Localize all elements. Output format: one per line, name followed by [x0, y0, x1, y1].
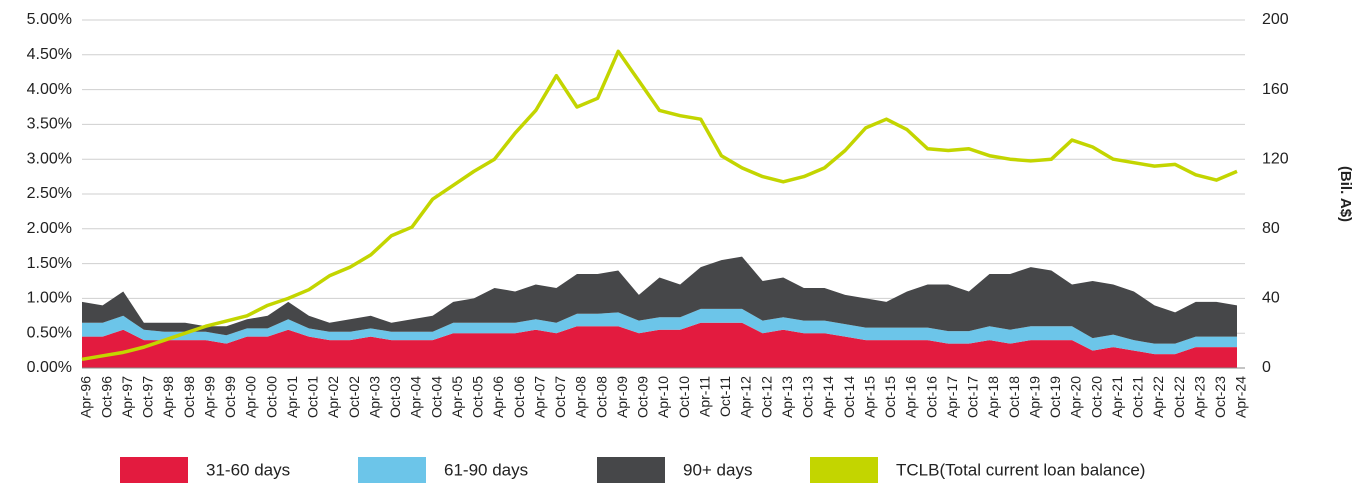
x-tick-label: Apr-09 — [614, 376, 630, 418]
legend-label: 90+ days — [683, 460, 752, 479]
x-tick-label: Oct-14 — [841, 376, 857, 418]
x-tick-label: Apr-17 — [944, 376, 960, 418]
y2-tick-label: 0 — [1262, 359, 1271, 376]
x-tick-label: Oct-08 — [593, 376, 609, 418]
y2-tick-label: 120 — [1262, 150, 1289, 167]
x-tick-label: Apr-13 — [779, 376, 795, 418]
x-tick-label: Apr-21 — [1109, 376, 1125, 418]
x-tick-label: Apr-12 — [738, 376, 754, 418]
y2-axis-label: (Bil. A$) — [1337, 166, 1354, 222]
x-tick-label: Oct-19 — [1047, 376, 1063, 418]
x-tick-label: Apr-04 — [408, 376, 424, 418]
x-tick-label: Apr-11 — [696, 376, 712, 417]
x-tick-label: Apr-98 — [160, 376, 176, 418]
y-tick-label: 2.50% — [27, 185, 72, 202]
grid — [82, 19, 1245, 334]
legend-swatch — [358, 457, 426, 483]
y-tick-label: 3.50% — [27, 116, 72, 133]
y2-tick-label: 200 — [1262, 11, 1289, 28]
x-tick-label: Oct-06 — [511, 376, 527, 418]
legend-label: 61-90 days — [444, 460, 528, 479]
x-tick-label: Apr-08 — [573, 376, 589, 418]
area — [82, 308, 1237, 355]
x-tick-label: Oct-16 — [923, 376, 939, 418]
x-tick-label: Oct-11 — [717, 376, 733, 417]
x-tick-label: Oct-09 — [635, 376, 651, 418]
x-tick-label: Apr-01 — [284, 376, 300, 418]
y-tick-label: 2.00% — [27, 220, 72, 237]
x-tick-label: Apr-02 — [325, 376, 341, 418]
x-tick-label: Oct-13 — [800, 376, 816, 418]
x-tick-label: Oct-10 — [676, 376, 692, 418]
x-tick-label: Oct-00 — [263, 376, 279, 418]
x-tick-label: Apr-24 — [1233, 376, 1249, 418]
y-tick-label: 5.00% — [27, 11, 72, 28]
y-tick-label: 3.00% — [27, 150, 72, 167]
x-tick-label: Apr-15 — [861, 376, 877, 418]
x-tick-label: Oct-20 — [1088, 376, 1104, 418]
x-tick-label: Oct-98 — [181, 376, 197, 418]
x-tick-label: Oct-97 — [140, 376, 156, 418]
x-tick-label: Apr-19 — [1026, 376, 1042, 418]
x-tick-label: Apr-06 — [490, 376, 506, 418]
y-tick-label: 4.50% — [27, 46, 72, 63]
x-tick-label: Apr-14 — [820, 376, 836, 418]
x-tick-label: Apr-07 — [531, 376, 547, 418]
x-tick-label: Apr-10 — [655, 376, 671, 418]
y-tick-label: 0.50% — [27, 324, 72, 341]
x-tick-label: Oct-07 — [552, 376, 568, 418]
y-tick-label: 4.00% — [27, 81, 72, 98]
y-tick-label: 1.00% — [27, 290, 72, 307]
x-tick-label: Apr-16 — [903, 376, 919, 418]
x-tick-label: Apr-22 — [1150, 376, 1166, 418]
x-tick-label: Oct-03 — [387, 376, 403, 418]
x-tick-label: Oct-23 — [1212, 376, 1228, 418]
x-tick-label: Oct-18 — [1006, 376, 1022, 418]
x-tick-label: Oct-15 — [882, 376, 898, 418]
x-tick-label: Oct-05 — [470, 376, 486, 418]
x-tick-label: Oct-21 — [1130, 376, 1146, 418]
x-tick-label: Oct-12 — [758, 376, 774, 418]
x-tick-label: Oct-02 — [346, 376, 362, 418]
x-tick-label: Apr-03 — [366, 376, 382, 418]
x-tick-label: Apr-20 — [1068, 376, 1084, 418]
legend-swatch — [810, 457, 878, 483]
legend-swatch — [120, 457, 188, 483]
y2-tick-label: 80 — [1262, 220, 1280, 237]
x-tick-label: Apr-00 — [243, 376, 259, 418]
x-tick-label: Oct-99 — [222, 376, 238, 418]
x-tick-label: Oct-04 — [428, 376, 444, 418]
x-tick-label: Oct-22 — [1171, 376, 1187, 418]
area — [82, 256, 1237, 344]
x-tick-label: Oct-96 — [98, 376, 114, 418]
x-tick-label: Apr-05 — [449, 376, 465, 418]
area — [82, 322, 1237, 368]
x-tick-label: Apr-97 — [119, 376, 135, 418]
x-tick-label: Apr-23 — [1191, 376, 1207, 418]
x-tick-label: Oct-17 — [965, 376, 981, 418]
tclb-line — [81, 49, 1238, 362]
x-tick-label: Apr-96 — [78, 376, 94, 418]
legend-label: TCLB(Total current loan balance) — [896, 460, 1145, 479]
x-tick-label: Apr-99 — [201, 376, 217, 418]
y2-tick-label: 160 — [1262, 81, 1289, 98]
y-tick-label: 0.00% — [27, 359, 72, 376]
x-tick-label: Oct-01 — [305, 376, 321, 418]
y-tick-label: 1.50% — [27, 255, 72, 272]
legend-swatch — [597, 457, 665, 483]
legend-label: 31-60 days — [206, 460, 290, 479]
y2-tick-label: 40 — [1262, 290, 1280, 307]
x-tick-label: Apr-18 — [985, 376, 1001, 418]
